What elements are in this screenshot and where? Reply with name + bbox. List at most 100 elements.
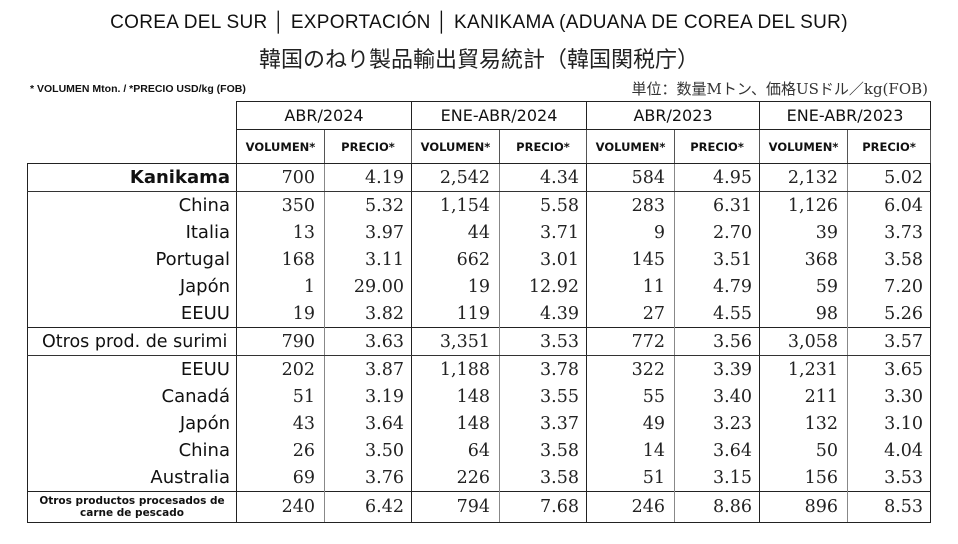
volume-cell: 794: [411, 491, 500, 523]
metric-header-price: PRECIO*: [498, 129, 588, 164]
row-label: Otros productos procesados de carne de p…: [27, 491, 237, 523]
price-cell: 3.82: [324, 300, 412, 328]
metric-header-volume: VOLUMEN*: [586, 129, 676, 164]
table-body: Kanikama 700 4.19 2,542 4.34 584 4.95 2,132 5.02…: [27, 163, 932, 523]
price-cell: 4.04: [847, 437, 932, 464]
table-row: Australia 69 3.76 226 3.58 51 3.15 156 3.53: [27, 464, 932, 492]
price-cell: 12.92: [498, 273, 587, 300]
volume-cell: 168: [236, 246, 325, 273]
price-cell: 3.64: [674, 437, 760, 464]
price-cell: 4.34: [498, 163, 587, 192]
table-row: Japón 1 29.00 19 12.92 11 4.79 59 7.20: [27, 273, 932, 300]
price-cell: 5.02: [847, 163, 932, 192]
metric-header-volume: VOLUMEN*: [411, 129, 500, 164]
price-cell: 3.58: [847, 246, 932, 273]
volume-cell: 283: [586, 191, 675, 219]
volume-cell: 49: [586, 410, 675, 437]
volume-cell: 156: [759, 464, 848, 492]
price-cell: 3.97: [324, 219, 412, 246]
row-label: Otros prod. de surimi: [27, 327, 237, 356]
metric-header-row: VOLUMEN* PRECIO* VOLUMEN* PRECIO* VOLUME…: [28, 129, 932, 164]
volume-cell: 14: [586, 437, 675, 464]
price-cell: 29.00: [324, 273, 412, 300]
table-row: EEUU 202 3.87 1,188 3.78 322 3.39 1,231 3.65: [27, 355, 932, 383]
volume-cell: 322: [586, 355, 675, 383]
volume-cell: 1,154: [411, 191, 500, 219]
volume-cell: 246: [586, 491, 675, 523]
volume-cell: 119: [411, 300, 500, 328]
price-cell: 3.19: [324, 383, 412, 410]
table-row: EEUU 19 3.82 119 4.39 27 4.55 98 5.26: [27, 300, 932, 328]
header-corner: [27, 101, 237, 164]
price-cell: 3.71: [498, 219, 587, 246]
price-cell: 3.11: [324, 246, 412, 273]
volume-cell: 98: [759, 300, 848, 328]
volume-cell: 27: [586, 300, 675, 328]
price-cell: 3.01: [498, 246, 587, 273]
price-cell: 3.56: [674, 327, 760, 356]
volume-cell: 3,058: [759, 327, 848, 356]
price-cell: 7.68: [498, 491, 587, 523]
volume-cell: 2,132: [759, 163, 848, 192]
price-cell: 4.95: [674, 163, 760, 192]
period-header: ENE-ABR/2023: [759, 101, 932, 130]
price-cell: 3.39: [674, 355, 760, 383]
volume-cell: 19: [411, 273, 500, 300]
price-cell: 3.63: [324, 327, 412, 356]
price-cell: 3.64: [324, 410, 412, 437]
volume-cell: 240: [236, 491, 325, 523]
volume-cell: 1,126: [759, 191, 848, 219]
metric-header-price: PRECIO*: [324, 129, 412, 164]
volume-cell: 145: [586, 246, 675, 273]
row-label: Japón: [27, 273, 237, 300]
price-cell: 5.58: [498, 191, 587, 219]
table-row: Japón 43 3.64 148 3.37 49 3.23 132 3.10: [27, 410, 932, 437]
volume-cell: 772: [586, 327, 675, 356]
volume-cell: 11: [586, 273, 675, 300]
row-label: Canadá: [27, 383, 237, 410]
price-cell: 3.30: [847, 383, 932, 410]
price-cell: 3.57: [847, 327, 932, 356]
row-label: China: [27, 191, 237, 219]
price-cell: 3.55: [498, 383, 587, 410]
row-label: EEUU: [27, 355, 237, 383]
volume-cell: 3,351: [411, 327, 500, 356]
table-row: China 26 3.50 64 3.58 14 3.64 50 4.04: [27, 437, 932, 464]
price-cell: 3.78: [498, 355, 587, 383]
volume-cell: 51: [236, 383, 325, 410]
volume-cell: 9: [586, 219, 675, 246]
price-cell: 4.55: [674, 300, 760, 328]
volume-cell: 64: [411, 437, 500, 464]
volume-cell: 700: [236, 163, 325, 192]
price-cell: 8.86: [674, 491, 760, 523]
volume-cell: 13: [236, 219, 325, 246]
row-label: Portugal: [27, 246, 237, 273]
price-cell: 3.58: [498, 437, 587, 464]
price-cell: 3.76: [324, 464, 412, 492]
price-cell: 5.26: [847, 300, 932, 328]
volume-cell: 2,542: [411, 163, 500, 192]
summary-row: Otros productos procesados de carne de p…: [27, 491, 932, 523]
price-cell: 8.53: [847, 491, 932, 523]
group-row: Otros prod. de surimi 790 3.63 3,351 3.53 772…: [27, 327, 932, 356]
japanese-title: 韓国のねり製品輸出貿易統計（韓国関税庁）: [258, 48, 699, 73]
volume-cell: 1,231: [759, 355, 848, 383]
volume-cell: 19: [236, 300, 325, 328]
price-cell: 3.53: [498, 327, 587, 356]
metric-header-volume: VOLUMEN*: [236, 129, 325, 164]
row-label: China: [27, 437, 237, 464]
page-title: COREA DEL SUR │ EXPORTACIÓN │ KANIKAMA (…: [110, 12, 848, 33]
volume-cell: 226: [411, 464, 500, 492]
price-cell: 3.58: [498, 464, 587, 492]
volume-cell: 211: [759, 383, 848, 410]
group-row: Kanikama 700 4.19 2,542 4.34 584 4.95 2,132 5.02: [27, 163, 932, 192]
price-cell: 3.87: [324, 355, 412, 383]
price-cell: 3.15: [674, 464, 760, 492]
volume-cell: 59: [759, 273, 848, 300]
period-header-row: ABR/2024 ENE-ABR/2024 ABR/2023 ENE-ABR/2…: [27, 101, 932, 164]
volume-cell: 26: [236, 437, 325, 464]
metric-header-price: PRECIO*: [674, 129, 761, 164]
volume-cell: 148: [411, 383, 500, 410]
price-cell: 6.42: [324, 491, 412, 523]
price-cell: 3.37: [498, 410, 587, 437]
